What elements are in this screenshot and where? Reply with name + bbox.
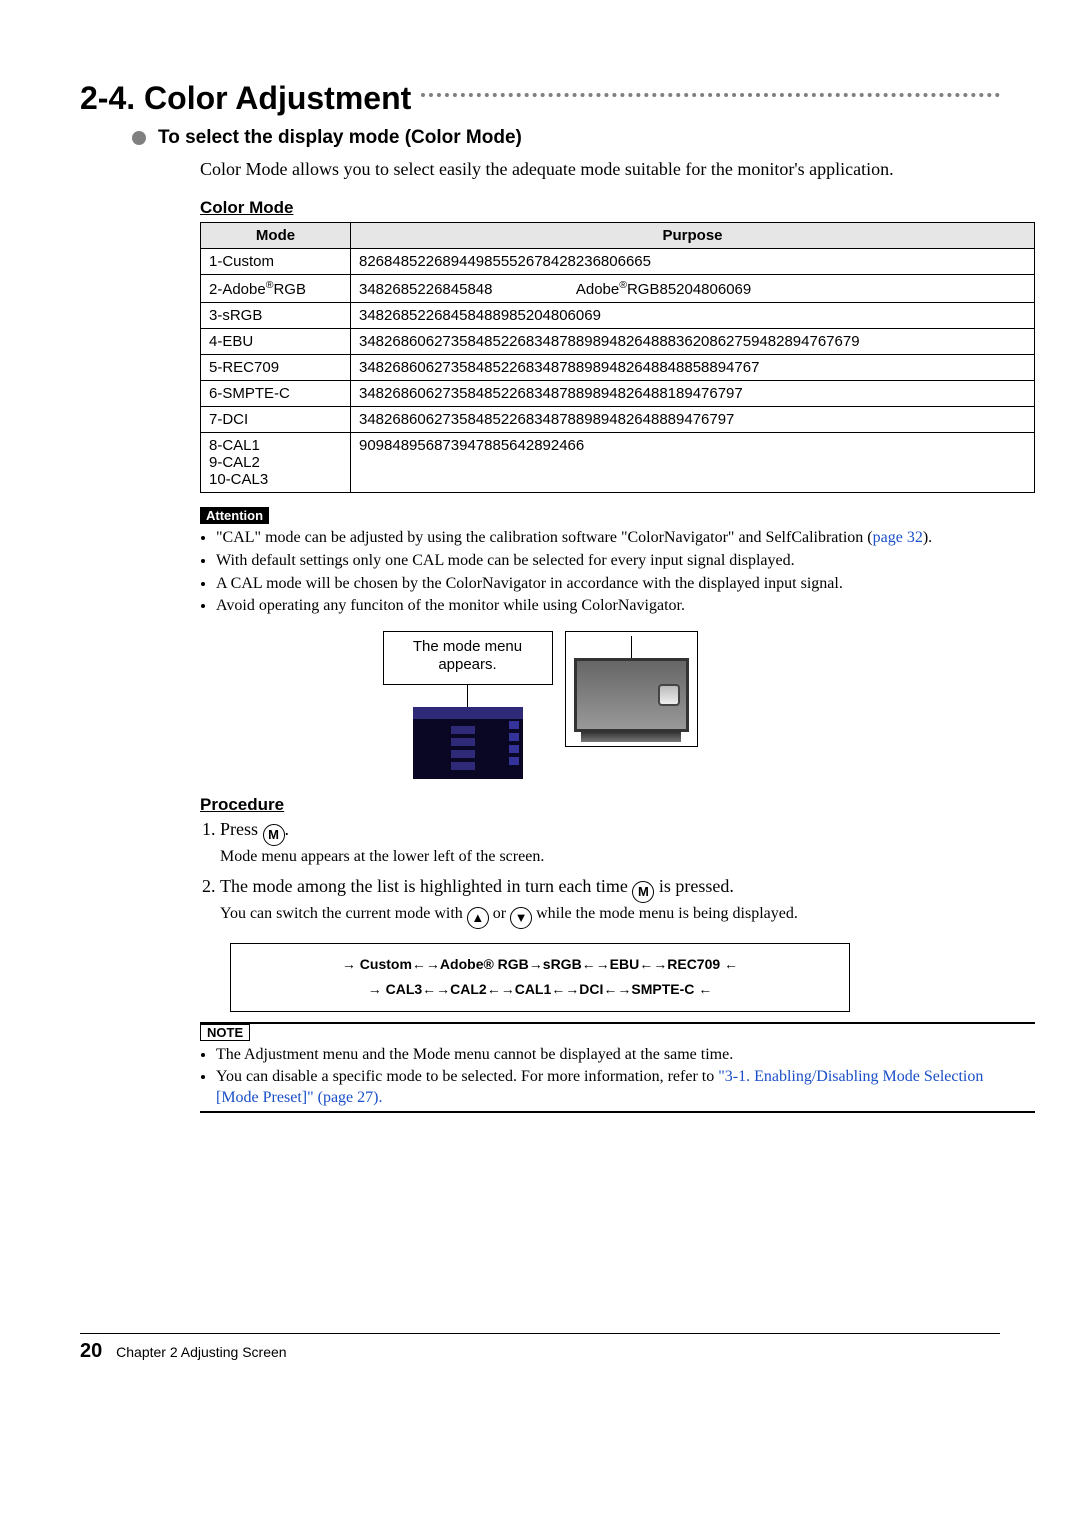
title-dots (421, 93, 1000, 97)
note-label: NOTE (200, 1024, 250, 1041)
subsection-title: To select the display mode (Color Mode) (158, 127, 522, 149)
up-button-icon: ▲ (467, 907, 489, 929)
intro-text: Color Mode allows you to select easily t… (200, 159, 1000, 180)
down-button-icon: ▼ (510, 907, 532, 929)
list-item: You can disable a specific mode to be se… (216, 1067, 1000, 1109)
table-row: 5-REC70934826860627358485226834878898948… (201, 355, 1035, 381)
m-button-icon: M (632, 881, 654, 903)
monitor-graphic (565, 631, 698, 747)
col-purpose: Purpose (351, 223, 1035, 249)
rule (200, 1111, 1035, 1113)
m-button-icon: M (263, 824, 285, 846)
mode-cycle-diagram: → Custom←→Adobe® RGB→sRGB←→EBU←→REC709 ←… (230, 943, 850, 1011)
section-number: 2-4. (80, 80, 135, 117)
page-number: 20 (80, 1340, 102, 1362)
procedure-heading: Procedure (200, 795, 1000, 815)
list-item: "CAL" mode can be adjusted by using the … (216, 528, 1000, 549)
bubble: The mode menu appears. (383, 631, 553, 685)
table-row: 7-DCI34826860627358485226834878898948264… (201, 407, 1035, 433)
attention-list: "CAL" mode can be adjusted by using the … (200, 528, 1000, 617)
table-row: 4-EBU34826860627358485226834878898948264… (201, 329, 1035, 355)
footer: 20 Chapter 2 Adjusting Screen (80, 1340, 1000, 1363)
bullet-icon (132, 131, 146, 145)
table-row: 8-CAL1 9-CAL2 10-CAL39098489568739478856… (201, 433, 1035, 493)
osd-graphic (413, 707, 523, 779)
chapter-label: Chapter 2 Adjusting Screen (116, 1344, 286, 1360)
list-item: Press M. Mode menu appears at the lower … (220, 819, 1000, 866)
list-item: The mode among the list is highlighted i… (220, 876, 1000, 929)
table-row: 2-Adobe®RGB 3482685226845848 Adobe®RGB85… (201, 275, 1035, 303)
section-name: Color Adjustment (144, 80, 411, 117)
list-item: A CAL mode will be chosen by the ColorNa… (216, 574, 1000, 595)
section-title: 2-4. Color Adjustment (80, 80, 1000, 117)
list-item: With default settings only one CAL mode … (216, 551, 1000, 572)
subsection-row: To select the display mode (Color Mode) (132, 127, 1000, 149)
note-list: The Adjustment menu and the Mode menu ca… (200, 1045, 1000, 1109)
table-row: 1-Custom 8268485226894498555267842823680… (201, 249, 1035, 275)
list-item: The Adjustment menu and the Mode menu ca… (216, 1045, 1000, 1066)
mode-table: Mode Purpose 1-Custom 826848522689449855… (200, 222, 1035, 493)
procedure-list: Press M. Mode menu appears at the lower … (200, 819, 1000, 929)
table-heading: Color Mode (200, 198, 1000, 218)
footer-rule (80, 1333, 1000, 1334)
attention-label: Attention (200, 507, 269, 524)
col-mode: Mode (201, 223, 351, 249)
diagram: The mode menu appears. (80, 631, 1000, 779)
rule (200, 1022, 1035, 1024)
list-item: Avoid operating any funciton of the moni… (216, 596, 1000, 617)
table-row: 6-SMPTE-C3482686062735848522683487889894… (201, 381, 1035, 407)
table-row: 3-sRGB34826852268458488985204806069 (201, 303, 1035, 329)
page-link[interactable]: page 32 (873, 529, 923, 546)
